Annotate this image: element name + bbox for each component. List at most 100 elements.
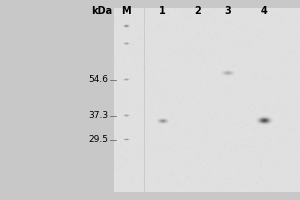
Point xyxy=(204,85,209,89)
Point xyxy=(280,173,284,176)
Point xyxy=(122,39,126,42)
Point xyxy=(186,81,191,84)
Point xyxy=(296,119,300,122)
Point xyxy=(154,81,159,84)
Point xyxy=(126,9,131,12)
Point xyxy=(140,147,144,150)
Point xyxy=(161,79,166,82)
Point xyxy=(147,58,152,62)
Point xyxy=(274,138,278,141)
Point xyxy=(146,73,150,77)
Point xyxy=(282,53,287,56)
Point xyxy=(199,48,203,52)
Point xyxy=(173,10,178,13)
Point xyxy=(224,101,229,104)
Point xyxy=(211,137,216,140)
Point xyxy=(128,82,133,86)
Point xyxy=(121,51,126,54)
Point xyxy=(120,169,125,172)
Point xyxy=(285,66,290,69)
Point xyxy=(233,78,238,81)
Point xyxy=(127,10,131,13)
Point xyxy=(175,133,179,136)
Point xyxy=(149,123,154,126)
Point xyxy=(292,50,297,53)
Point xyxy=(153,170,158,173)
Point xyxy=(123,90,128,93)
Point xyxy=(172,53,177,57)
Point xyxy=(123,91,128,94)
Point xyxy=(226,69,230,73)
Point xyxy=(261,14,266,18)
Point xyxy=(287,83,292,86)
Point xyxy=(284,93,289,96)
Point xyxy=(133,20,137,23)
Point xyxy=(176,161,181,164)
Point xyxy=(202,133,207,136)
Point xyxy=(220,100,224,103)
Point xyxy=(236,151,240,155)
Point xyxy=(203,176,208,179)
Point xyxy=(169,33,174,36)
Point xyxy=(181,7,186,10)
Point xyxy=(250,24,255,27)
Point xyxy=(206,49,211,52)
Point xyxy=(238,173,242,176)
Point xyxy=(117,167,122,170)
Point xyxy=(279,57,284,61)
Point xyxy=(189,89,194,92)
Point xyxy=(210,127,214,130)
Point xyxy=(264,133,269,136)
Point xyxy=(133,59,138,62)
Point xyxy=(165,17,170,20)
Point xyxy=(152,67,157,71)
Point xyxy=(242,123,247,126)
Point xyxy=(224,84,228,87)
Point xyxy=(113,68,118,72)
Point xyxy=(207,74,212,77)
Point xyxy=(208,80,213,83)
Point xyxy=(268,18,273,22)
Point xyxy=(143,95,148,98)
Point xyxy=(128,25,132,29)
Point xyxy=(229,97,234,100)
Point xyxy=(173,45,178,48)
Point xyxy=(164,136,169,140)
Point xyxy=(126,52,131,55)
Point xyxy=(170,174,175,177)
Point xyxy=(141,179,146,182)
Point xyxy=(122,31,127,34)
Point xyxy=(224,141,229,144)
Point xyxy=(146,68,151,71)
Text: 37.3: 37.3 xyxy=(88,111,108,120)
Point xyxy=(152,49,157,52)
Point xyxy=(114,168,118,171)
Point xyxy=(206,46,210,49)
Point xyxy=(211,57,216,61)
Point xyxy=(229,110,234,113)
Point xyxy=(126,48,131,51)
Point xyxy=(161,173,166,177)
Point xyxy=(268,90,273,93)
Point xyxy=(152,90,156,93)
Point xyxy=(206,122,210,125)
Point xyxy=(261,27,266,30)
Point xyxy=(285,21,290,24)
Point xyxy=(290,150,295,154)
Point xyxy=(244,118,249,121)
Point xyxy=(178,182,183,186)
Point xyxy=(154,27,159,30)
Point xyxy=(172,158,177,161)
Point xyxy=(292,37,297,41)
Point xyxy=(153,105,158,108)
Point xyxy=(195,175,200,179)
Point xyxy=(159,51,164,54)
Point xyxy=(184,115,189,118)
Point xyxy=(258,118,262,121)
Point xyxy=(168,167,173,170)
Point xyxy=(192,131,197,134)
Point xyxy=(130,33,135,36)
Point xyxy=(178,180,182,183)
Point xyxy=(139,26,144,30)
Point xyxy=(251,141,256,145)
